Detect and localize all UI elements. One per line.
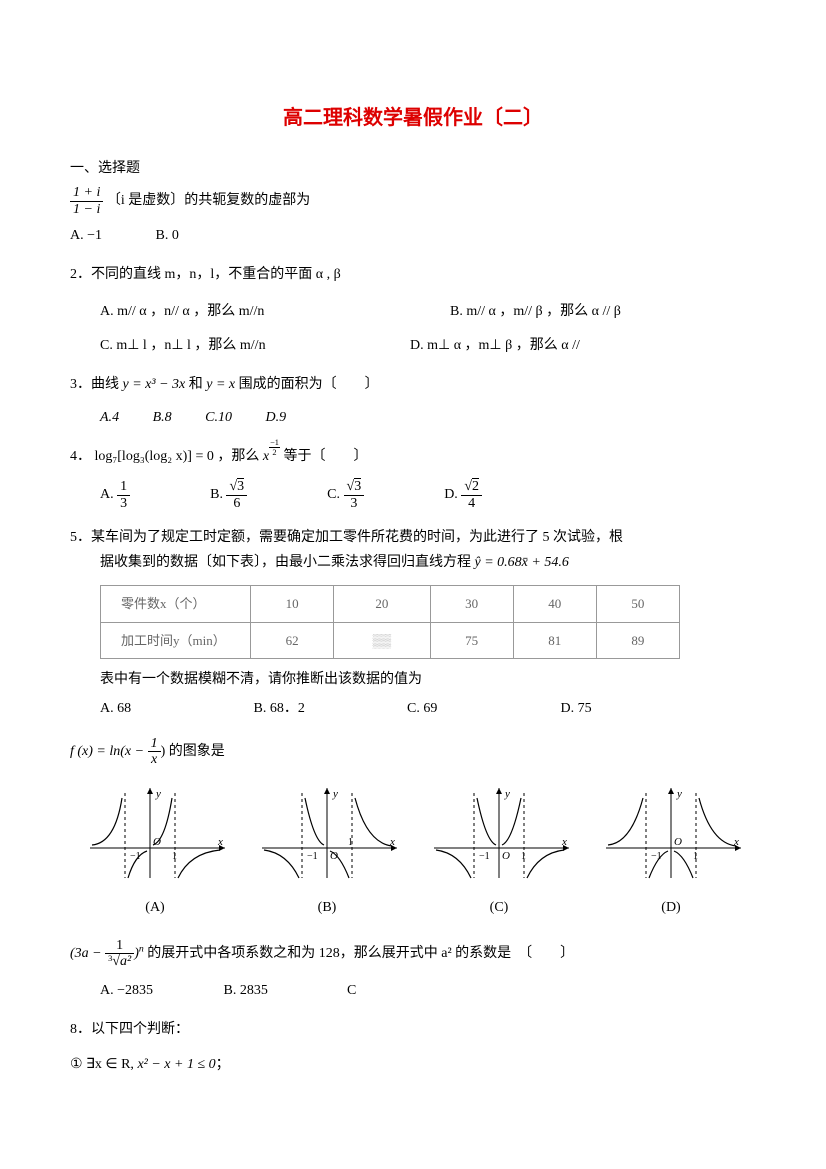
graph-b-icon: −1 O 1 x y xyxy=(252,783,402,883)
svg-text:−1: −1 xyxy=(651,851,662,862)
graph-c-icon: −1 O 1 x y xyxy=(424,783,574,883)
question-7: (3a − 13√a²)n 的展开式中各项系数之和为 128，那么展开式中 a²… xyxy=(70,938,756,1003)
svg-text:x: x xyxy=(561,836,567,848)
q4-opt-c: C. √33 xyxy=(327,479,364,511)
q2-opt-c: C. m⊥ l ，n⊥ l ，那么 m//n xyxy=(100,333,360,358)
svg-text:O: O xyxy=(502,850,510,862)
q6-label-a: (A) xyxy=(80,895,230,920)
q5-line2: 据收集到的数据〔如下表〕，由最小二乘法求得回归直线方程 xyxy=(100,555,475,570)
q5-opt-a: A. 68 xyxy=(100,696,250,721)
q3-opt-c: C.10 xyxy=(205,410,232,425)
question-1: 1 + i 1 − i 〔i 是虚数〕的共轭复数的虚部为 A. −1 B. 0 xyxy=(70,185,756,248)
question-2: 2．不同的直线 m，n，l，不重合的平面 α , β A. m// α ，n//… xyxy=(70,262,756,358)
q6-label-d: (D) xyxy=(596,895,746,920)
q4-post: 等于〔 〕 xyxy=(283,449,367,464)
svg-text:−1: −1 xyxy=(479,851,490,862)
q3-mid: 和 xyxy=(189,377,207,392)
page-title: 高二理科数学暑假作业〔二〕 xyxy=(70,100,756,136)
q1-tail: 〔i 是虚数〕的共轭复数的虚部为 xyxy=(107,193,310,208)
svg-text:O: O xyxy=(153,836,161,848)
q7-opt-b: B. 2835 xyxy=(224,978,344,1003)
q7-opt-c: C xyxy=(347,983,356,998)
svg-text:y: y xyxy=(504,788,510,800)
svg-text:1: 1 xyxy=(693,851,698,862)
q8-stem: 8．以下四个判断： xyxy=(70,1017,756,1042)
q5-opt-b: B. 68．2 xyxy=(254,696,404,721)
q7-post: 的展开式中各项系数之和为 128，那么展开式中 a² 的系数是 〔 〕 xyxy=(144,946,574,961)
svg-text:1: 1 xyxy=(172,851,177,862)
q8-item1-eq: x² − x + 1 ≤ 0 xyxy=(137,1057,215,1072)
q3-opt-a: A.4 xyxy=(100,410,119,425)
q8-item1-post: ； xyxy=(216,1057,230,1072)
q1-frac-num: 1 + i xyxy=(70,185,103,201)
question-8: 8．以下四个判断： ① ∃x ∈ R, x² − x + 1 ≤ 0； xyxy=(70,1017,756,1077)
graph-a-icon: −1 O 1 x y xyxy=(80,783,230,883)
q5-opt-d: D. 75 xyxy=(561,701,592,716)
svg-text:y: y xyxy=(676,788,682,800)
svg-text:y: y xyxy=(155,788,161,800)
q3-eq2: y = x xyxy=(206,377,235,392)
q7-opt-a: A. −2835 xyxy=(100,978,220,1003)
question-6: f (x) = ln(x − 1x) 的图象是 −1 O 1 x y ( xyxy=(70,736,756,920)
q5-line1: 5．某车间为了规定工时定额，需要确定加工零件所花费的时间，为此进行了 5 次试验… xyxy=(70,525,756,550)
svg-text:x: x xyxy=(389,836,395,848)
q8-item1-pre: ① ∃x ∈ R, xyxy=(70,1057,137,1072)
q5-th1: 零件数x（个） xyxy=(101,586,251,622)
q5-table: 零件数x（个） 10 20 30 40 50 加工时间y（min） 62 ▒▒ … xyxy=(100,585,680,659)
question-5: 5．某车间为了规定工时定额，需要确定加工零件所花费的时间，为此进行了 5 次试验… xyxy=(70,525,756,722)
graph-d-icon: −1 O 1 x y xyxy=(596,783,746,883)
q4-pre: 4． xyxy=(70,449,91,464)
q3-eq1: y = x³ − 3x xyxy=(123,377,186,392)
q6-label-b: (B) xyxy=(252,895,402,920)
q2-opt-d: D. m⊥ α ，m⊥ β ，那么 α // xyxy=(410,333,580,358)
q6-pre: f (x) = ln(x − xyxy=(70,744,148,759)
q2-stem: 2．不同的直线 m，n，l，不重合的平面 α , β xyxy=(70,262,756,287)
q5-blur-cell: ▒▒ xyxy=(334,622,430,658)
svg-text:x: x xyxy=(733,836,739,848)
q4-mid: ，那么 xyxy=(217,449,263,464)
svg-text:y: y xyxy=(332,788,338,800)
svg-text:O: O xyxy=(674,836,682,848)
svg-text:1: 1 xyxy=(521,851,526,862)
q3-opt-b: B.8 xyxy=(153,410,172,425)
q1-opt-a: A. −1 xyxy=(70,228,102,243)
q4-opt-b: B. √36 xyxy=(210,479,247,511)
q6-post: ) 的图象是 xyxy=(161,744,225,759)
q7-pre: (3a − xyxy=(70,946,105,961)
svg-text:O: O xyxy=(330,850,338,862)
q1-frac-den: 1 − i xyxy=(70,202,103,217)
svg-text:1: 1 xyxy=(348,837,353,848)
q4-opt-d: D. √24 xyxy=(444,479,482,511)
q1-opt-b: B. 0 xyxy=(156,228,179,243)
q3-opt-d: D.9 xyxy=(265,410,286,425)
q2-opt-a: A. m// α ，n// α ，那么 m//n xyxy=(100,299,400,324)
svg-text:−1: −1 xyxy=(307,851,318,862)
q6-label-c: (C) xyxy=(424,895,574,920)
q2-opt-b: B. m// α ，m// β ，那么 α // β xyxy=(450,299,621,324)
question-4: 4． log₇[log₃(log₂ x)] = 0 ，那么 x−12 等于〔 〕… xyxy=(70,444,756,511)
q3-pre: 3．曲线 xyxy=(70,377,123,392)
q5-eq: ŷ = 0.68x̄ + 54.6 xyxy=(475,555,569,570)
q5-after: 表中有一个数据模糊不清，请你推断出该数据的值为 xyxy=(100,667,756,692)
q4-opt-a: A. 13 xyxy=(100,479,130,511)
q4-log: log₇[log₃(log₂ x)] = 0 xyxy=(95,449,214,464)
q5-th2: 加工时间y（min） xyxy=(101,622,251,658)
q5-opt-c: C. 69 xyxy=(407,696,557,721)
svg-text:−1: −1 xyxy=(130,851,141,862)
q3-post: 围成的面积为〔 〕 xyxy=(239,377,379,392)
question-3: 3．曲线 y = x³ − 3x 和 y = x 围成的面积为〔 〕 A.4 B… xyxy=(70,372,756,430)
section-1-header: 一、选择题 xyxy=(70,156,756,181)
svg-text:x: x xyxy=(217,836,223,848)
q6-graphs-row: −1 O 1 x y (A) −1 O xyxy=(80,783,746,919)
